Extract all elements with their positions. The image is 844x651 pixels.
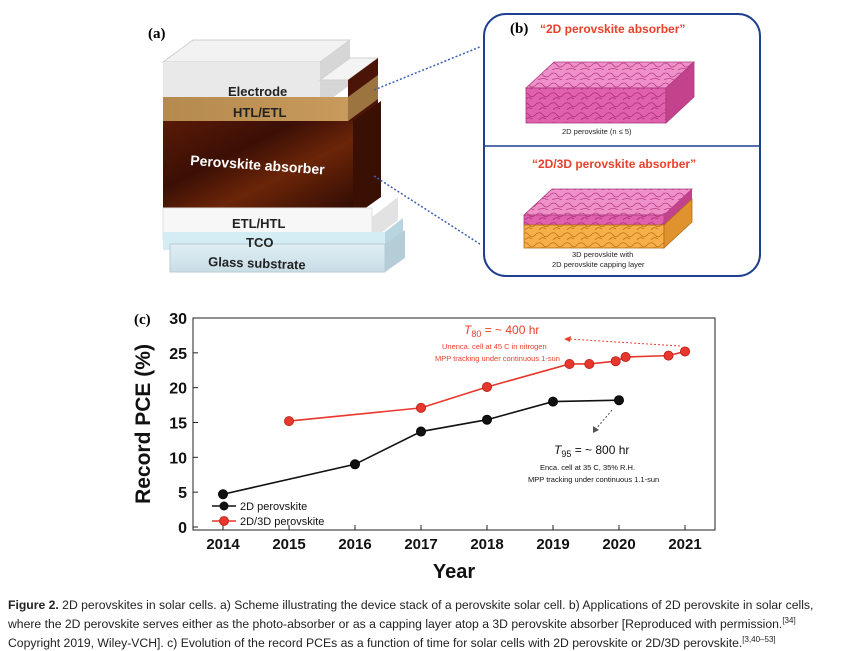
connector-bottom bbox=[373, 175, 480, 245]
slab-2d-side bbox=[665, 61, 695, 124]
slab-capping-front bbox=[523, 214, 665, 226]
perovskite-layer bbox=[163, 121, 353, 217]
panel-b-bottom-title: “2D/3D perovskite absorber” bbox=[532, 157, 696, 171]
x-ticks: 2014 2015 2016 2017 2018 2019 2020 2021 bbox=[206, 525, 702, 553]
legend-label-2d: 2D perovskite bbox=[240, 501, 307, 513]
data-point bbox=[610, 356, 621, 367]
panel-b-label: (b) bbox=[510, 21, 528, 37]
y-tick-label: 25 bbox=[169, 346, 187, 363]
layer-label-htl: HTL/ETL bbox=[233, 105, 286, 120]
layer-label-glass: Glass substrate bbox=[208, 254, 306, 272]
perovskite-applications-illustration: (b) “2D perovskite absorber” 2D perovski… bbox=[483, 13, 761, 277]
data-point bbox=[415, 426, 426, 437]
x-tick-label: 2014 bbox=[206, 536, 240, 553]
series-layer bbox=[218, 346, 691, 500]
t80-line-1: Unenca. cell at 45 C in nitrogen bbox=[442, 342, 547, 351]
slab-2d-top bbox=[524, 61, 696, 89]
legend-marker-2d bbox=[219, 501, 229, 511]
t80-sub: 80 bbox=[471, 329, 481, 339]
layer-label-tco: TCO bbox=[246, 235, 273, 250]
slab-2d3d-caption-2: 2D perovskite capping layer bbox=[552, 260, 645, 269]
legend-marker-2d3d bbox=[219, 516, 229, 526]
x-tick-label: 2017 bbox=[404, 536, 437, 553]
panel-c-label: (c) bbox=[134, 312, 151, 328]
data-point bbox=[218, 489, 229, 500]
slab-2d3d-side-orange bbox=[663, 198, 693, 249]
legend-label-2d3d: 2D/3D perovskite bbox=[240, 516, 324, 528]
figure-caption: Figure 2. 2D perovskites in solar cells.… bbox=[8, 598, 838, 651]
x-tick-label: 2015 bbox=[272, 536, 305, 553]
data-point bbox=[481, 414, 492, 425]
caption-text-1: 2D perovskites in solar cells. a) Scheme… bbox=[8, 598, 814, 632]
x-tick-label: 2016 bbox=[338, 536, 371, 553]
layer-label-electrode: Electrode bbox=[228, 84, 287, 99]
y-tick-label: 10 bbox=[169, 450, 187, 467]
y-tick-label: 0 bbox=[178, 520, 187, 537]
panel-b-top-title: “2D perovskite absorber” bbox=[540, 22, 685, 36]
panel-a-label: (a) bbox=[148, 26, 166, 42]
x-axis-label: Year bbox=[433, 561, 475, 580]
x-tick-label: 2019 bbox=[536, 536, 569, 553]
data-point bbox=[415, 402, 426, 413]
t95-arrow bbox=[595, 409, 613, 430]
slab-2d-front bbox=[525, 87, 667, 124]
data-point bbox=[584, 358, 595, 369]
t80-arrow-head bbox=[564, 336, 571, 342]
slab-2d-caption: 2D perovskite (n ≤ 5) bbox=[562, 127, 632, 136]
chart-background bbox=[120, 298, 726, 580]
pce-chart: (c) Record PCE (%) Year 0 5 10 15 20 25 30 201… bbox=[120, 298, 726, 580]
device-stack-illustration: (a) Electrode HTL/ETL Perovskite absorbe… bbox=[148, 26, 480, 273]
caption-text-2: Copyright 2019, Wiley-VCH]. c) Evolution… bbox=[8, 636, 743, 651]
data-point bbox=[547, 396, 558, 407]
t95-suffix: = ~ 800 hr bbox=[571, 443, 629, 457]
y-tick-label: 30 bbox=[169, 311, 187, 328]
glass-layer bbox=[169, 243, 386, 273]
caption-ref-2: [3,40–53] bbox=[742, 635, 776, 645]
legend: 2D perovskite 2D/3D perovskite bbox=[212, 501, 324, 528]
t95-annotation: T95 = ~ 800 hr bbox=[554, 443, 629, 459]
slab-2d3d-top bbox=[522, 188, 694, 216]
caption-label: Figure 2. bbox=[8, 598, 59, 612]
t95-prefix: T bbox=[554, 443, 563, 457]
t80-prefix: T bbox=[464, 323, 473, 337]
y-axis-label: Record PCE (%) bbox=[132, 344, 155, 504]
x-tick-label: 2020 bbox=[602, 536, 635, 553]
series-line-2d bbox=[222, 399, 620, 496]
y-tick-label: 15 bbox=[169, 416, 187, 433]
x-tick-label: 2018 bbox=[470, 536, 503, 553]
perovskite-side bbox=[353, 101, 381, 217]
data-point bbox=[663, 350, 674, 361]
etl-side bbox=[372, 197, 398, 240]
t95-arrow-head bbox=[593, 426, 599, 433]
slab-3d-front bbox=[523, 224, 665, 249]
t80-suffix: = ~ 400 hr bbox=[481, 323, 539, 337]
slab-2d3d-caption-1: 3D perovskite with bbox=[572, 250, 633, 259]
t80-arrow bbox=[567, 338, 681, 347]
y-tick-label: 20 bbox=[169, 381, 187, 398]
x-tick-label: 2021 bbox=[668, 536, 701, 553]
t80-annotation: T80 = ~ 400 hr bbox=[464, 323, 539, 339]
data-point bbox=[564, 358, 575, 369]
glass-side bbox=[385, 230, 405, 272]
layer-label-etl: ETL/HTL bbox=[232, 216, 285, 231]
electrode-top bbox=[161, 39, 352, 63]
y-ticks: 0 5 10 15 20 25 30 bbox=[169, 311, 198, 537]
data-point bbox=[481, 381, 492, 392]
t95-line-2: MPP tracking under continuous 1.1-sun bbox=[528, 475, 659, 484]
t95-line-1: Enca. cell at 35 C, 35% R.H. bbox=[540, 463, 635, 472]
data-point bbox=[680, 346, 691, 357]
t95-sub: 95 bbox=[561, 449, 571, 459]
caption-ref-1: [34] bbox=[782, 616, 796, 625]
y-tick-label: 5 bbox=[178, 485, 187, 502]
plot-frame bbox=[192, 317, 716, 531]
data-point bbox=[349, 459, 360, 470]
data-point bbox=[283, 416, 294, 427]
htl-side bbox=[348, 75, 378, 121]
htl-layer bbox=[163, 97, 348, 121]
slab-2d3d-side-pink bbox=[664, 189, 692, 225]
t80-line-2: MPP tracking under continuous 1-sun bbox=[435, 354, 560, 363]
data-point bbox=[620, 352, 631, 363]
data-point bbox=[613, 395, 624, 406]
connector-top bbox=[373, 46, 480, 91]
